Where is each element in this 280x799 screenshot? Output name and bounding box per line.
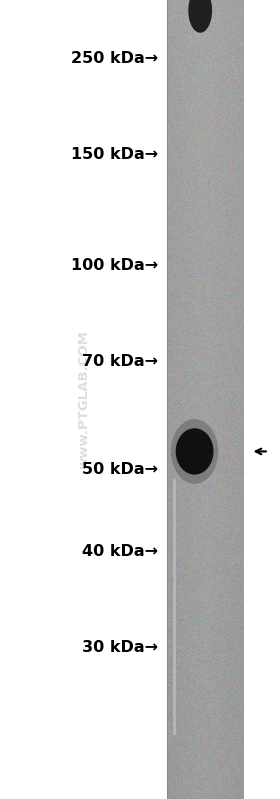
Text: 40 kDa→: 40 kDa→ bbox=[82, 544, 158, 559]
Ellipse shape bbox=[171, 419, 218, 484]
Text: 70 kDa→: 70 kDa→ bbox=[82, 355, 158, 369]
Ellipse shape bbox=[188, 0, 212, 33]
Text: 30 kDa→: 30 kDa→ bbox=[82, 640, 158, 654]
Bar bbox=[173, 479, 176, 735]
Text: 150 kDa→: 150 kDa→ bbox=[71, 147, 158, 161]
Ellipse shape bbox=[176, 428, 213, 475]
Text: 100 kDa→: 100 kDa→ bbox=[71, 258, 158, 272]
Text: www.PTGLAB.COM: www.PTGLAB.COM bbox=[78, 330, 90, 469]
Text: 250 kDa→: 250 kDa→ bbox=[71, 51, 158, 66]
Text: 50 kDa→: 50 kDa→ bbox=[82, 462, 158, 476]
